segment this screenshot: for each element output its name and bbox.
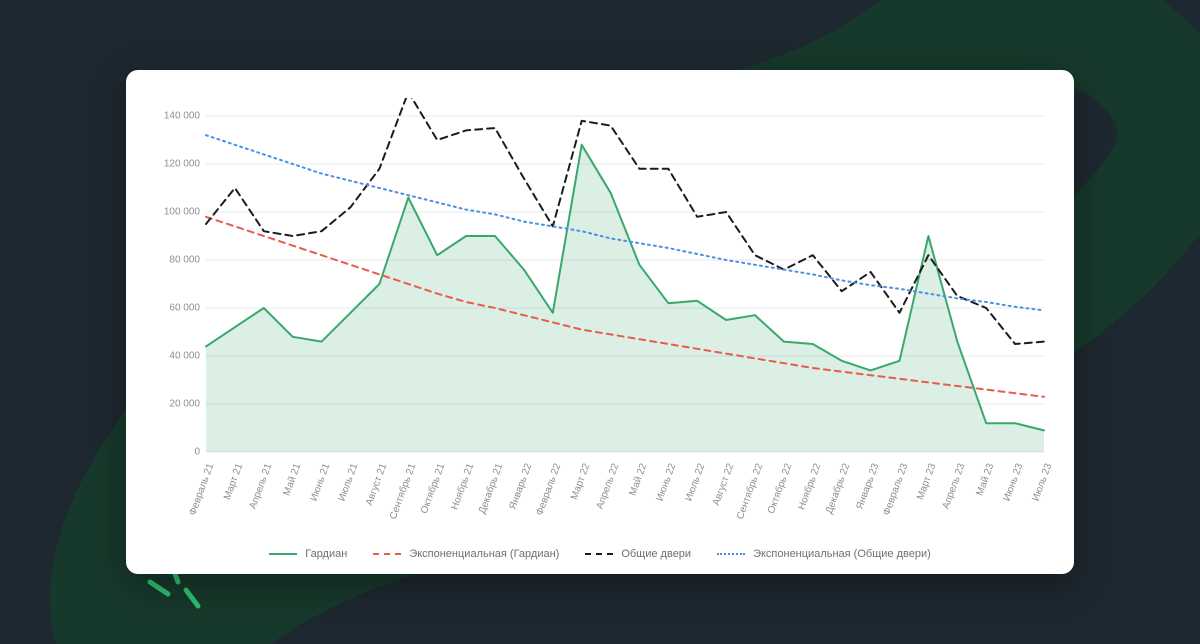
- y-tick-label: 100 000: [146, 207, 206, 218]
- x-tick-label: Декабрь 22: [824, 462, 852, 515]
- x-tick-label: Июль 22: [684, 462, 708, 503]
- legend-label: Экспоненциальная (Общие двери): [753, 548, 931, 560]
- y-tick-label: 120 000: [146, 159, 206, 170]
- x-tick-label: Март 22: [569, 462, 592, 501]
- x-tick-label: Август 21: [364, 462, 389, 507]
- x-tick-label: Март 23: [915, 462, 938, 501]
- x-tick-label: Март 21: [222, 462, 245, 501]
- legend-item-exp-common: Экспоненциальная (Общие двери): [717, 548, 931, 560]
- y-tick-label: 80 000: [146, 255, 206, 266]
- x-tick-label: Сентябрь 22: [735, 462, 765, 521]
- chart-plot: 0 20 000 40 000 60 000 80 000 100 000 120 000 1…: [146, 98, 1054, 458]
- y-tick-label: 60 000: [146, 303, 206, 314]
- y-tick-label: 20 000: [146, 399, 206, 410]
- x-tick-label: Ноябрь 22: [796, 462, 823, 511]
- x-tick-label: Май 21: [281, 462, 303, 497]
- x-tick-label: Май 23: [975, 462, 997, 497]
- y-axis: [206, 98, 1044, 458]
- chart-card: 0 20 000 40 000 60 000 80 000 100 000 120 000 1…: [126, 70, 1074, 574]
- x-tick-label: Май 22: [628, 462, 650, 497]
- x-tick-label: Ноябрь 21: [449, 462, 476, 511]
- x-tick-label: Июнь 23: [1002, 462, 1026, 503]
- x-tick-label: Апрель 23: [941, 462, 968, 511]
- legend-label: Гардиан: [305, 548, 347, 560]
- legend-label: Общие двери: [621, 548, 691, 560]
- x-tick-label: Июнь 22: [655, 462, 679, 503]
- x-tick-label: Апрель 21: [247, 462, 274, 511]
- chart-container: 0 20 000 40 000 60 000 80 000 100 000 120 000 1…: [146, 98, 1054, 556]
- y-tick-label: 40 000: [146, 351, 206, 362]
- legend-label: Экспоненциальная (Гардиан): [409, 548, 559, 560]
- x-tick-label: Октябрь 21: [419, 462, 447, 515]
- x-tick-label: Июль 23: [1031, 462, 1055, 503]
- x-axis: Февраль 21Март 21Апрель 21Май 21Июнь 21И…: [146, 462, 1054, 544]
- legend-item-exp-guardian: Экспоненциальная (Гардиан): [373, 548, 559, 560]
- x-tick-label: Февраль 23: [881, 462, 910, 517]
- x-tick-label: Декабрь 21: [477, 462, 505, 515]
- x-tick-label: Февраль 21: [187, 462, 216, 517]
- x-tick-label: Апрель 22: [594, 462, 621, 511]
- x-tick-label: Август 22: [711, 462, 736, 507]
- x-tick-label: Январь 22: [507, 462, 534, 511]
- x-tick-label: Октябрь 22: [766, 462, 794, 515]
- x-tick-label: Июнь 21: [308, 462, 332, 503]
- x-tick-label: Февраль 22: [534, 462, 563, 517]
- legend: Гардиан Экспоненциальная (Гардиан) Общие…: [146, 548, 1054, 560]
- x-tick-label: Июль 21: [337, 462, 361, 503]
- legend-item-common-doors: Общие двери: [585, 548, 691, 560]
- y-tick-label: 140 000: [146, 111, 206, 122]
- x-tick-label: Сентябрь 21: [388, 462, 418, 521]
- x-tick-label: Январь 23: [854, 462, 881, 511]
- y-tick-label: 0: [146, 447, 206, 458]
- legend-item-guardian: Гардиан: [269, 548, 347, 560]
